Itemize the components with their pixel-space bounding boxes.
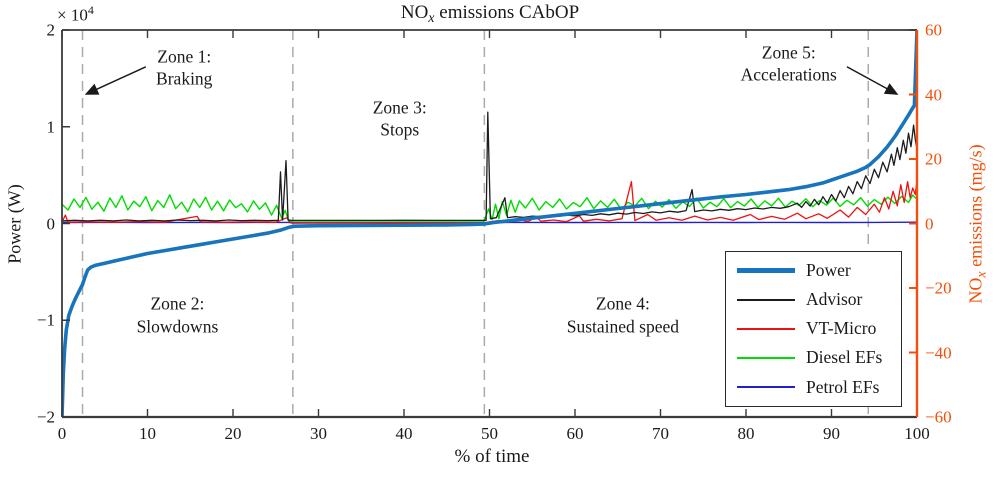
x-axis-label: % of time <box>454 446 530 467</box>
chart-title-subscript: x <box>428 11 435 26</box>
x-tick-label-100: 100 <box>904 424 930 443</box>
x-tick-label-0: 0 <box>57 424 67 443</box>
y-left-tick-label-4: −2 <box>36 407 55 427</box>
y-right-axis-label: NOx emissions (mg/s) <box>966 144 991 303</box>
y-right-tick-label-4: −20 <box>925 278 952 298</box>
y-right-tick-label-6: −60 <box>925 407 952 427</box>
y-right-tick-label-1: 40 <box>925 85 942 104</box>
zone-label-2: Zone 2: Slowdowns <box>137 293 219 338</box>
zone-label-3: Zone 3: Stops <box>373 97 427 142</box>
x-tick-label-10: 10 <box>139 424 156 443</box>
zone-label-1-line1: Zone 1: <box>157 46 212 67</box>
y-right-label-subscript: x <box>974 271 990 278</box>
y-axis-multiplier: × 104 <box>57 3 94 26</box>
legend-line-petrol-efs <box>737 386 795 389</box>
x-tick-label-40: 40 <box>395 424 413 443</box>
y-right-label-suffix: emissions (mg/s) <box>965 144 986 272</box>
zone-label-2-line2: Slowdowns <box>136 316 219 337</box>
zone-label-3-line1: Zone 3: <box>372 97 427 118</box>
legend-line-power <box>737 268 795 274</box>
series-advisor-line <box>62 111 917 222</box>
legend-line-advisor <box>737 298 795 301</box>
legend-item-power: Power <box>726 259 901 280</box>
x-tick-label-90: 90 <box>823 424 840 443</box>
zone-label-2-line1: Zone 2: <box>150 294 205 315</box>
y-left-axis-label: Power (W) <box>4 184 25 264</box>
chart-title-prefix: NO <box>400 2 429 23</box>
y-right-tick-label-0: 60 <box>925 20 942 40</box>
zone-label-5-line2: Accelerations <box>740 64 837 85</box>
zone-label-1-line2: Braking <box>156 68 213 89</box>
y-right-tick-label-3: 0 <box>925 214 934 233</box>
x-tick-label-60: 60 <box>566 424 584 443</box>
x-tick-label-20: 20 <box>224 424 242 443</box>
zone-label-4: Zone 4: Sustained speed <box>567 293 679 338</box>
y-right-label-prefix: NO <box>965 277 986 304</box>
y-axis-multiplier-exponent: 4 <box>87 3 94 17</box>
series-power-line <box>62 30 917 417</box>
legend-label-diesel-efs: Diesel EFs <box>806 347 883 368</box>
x-tick-label-70: 70 <box>652 424 669 443</box>
legend-label-petrol-efs: Petrol EFs <box>806 376 880 397</box>
zone-5-arrow <box>846 66 899 95</box>
series-vt-micro-line <box>62 179 917 224</box>
legend-label-advisor: Advisor <box>806 289 863 310</box>
x-tick-label-50: 50 <box>481 424 498 443</box>
series-diesel-efs-line <box>62 194 917 223</box>
legend-item-petrol-efs: Petrol EFs <box>726 376 901 397</box>
y-right-tick-label-5: −40 <box>925 343 952 362</box>
y-right-tick-label-2: 20 <box>925 149 942 169</box>
y-left-tick-label-3: −1 <box>36 310 55 330</box>
legend: Power Advisor VT-Micro Diesel EFs Petrol… <box>725 251 902 407</box>
x-tick-label-80: 80 <box>737 424 755 443</box>
zone-label-4-line2: Sustained speed <box>566 316 680 337</box>
zone-label-5-line1: Zone 5: <box>761 42 816 63</box>
legend-item-diesel-efs: Diesel EFs <box>726 349 901 367</box>
legend-line-diesel-efs <box>737 357 795 360</box>
zone-label-1: Zone 1: Braking <box>156 45 212 90</box>
legend-label-power: Power <box>806 259 851 280</box>
legend-line-vt-micro <box>737 327 795 330</box>
legend-item-vt-micro: VT-Micro <box>726 320 901 338</box>
y-left-tick-label-1: 1 <box>46 117 56 137</box>
chart-title-suffix: emissions CAbOP <box>434 2 580 23</box>
y-left-tick-label-0: 2 <box>46 20 56 40</box>
y-left-tick-label-2: 0 <box>46 214 56 233</box>
legend-label-vt-micro: VT-Micro <box>806 318 877 339</box>
zone-1-arrow <box>84 66 147 95</box>
zone-label-5: Zone 5: Accelerations <box>741 41 837 86</box>
zone-label-3-line2: Stops <box>380 120 420 140</box>
chart-title: NOx emissions CAbOP <box>401 2 579 27</box>
y-axis-multiplier-base: × 10 <box>57 5 88 25</box>
legend-item-advisor: Advisor <box>726 291 901 309</box>
x-tick-label-30: 30 <box>310 424 327 443</box>
zone-label-4-line1: Zone 4: <box>595 294 650 315</box>
